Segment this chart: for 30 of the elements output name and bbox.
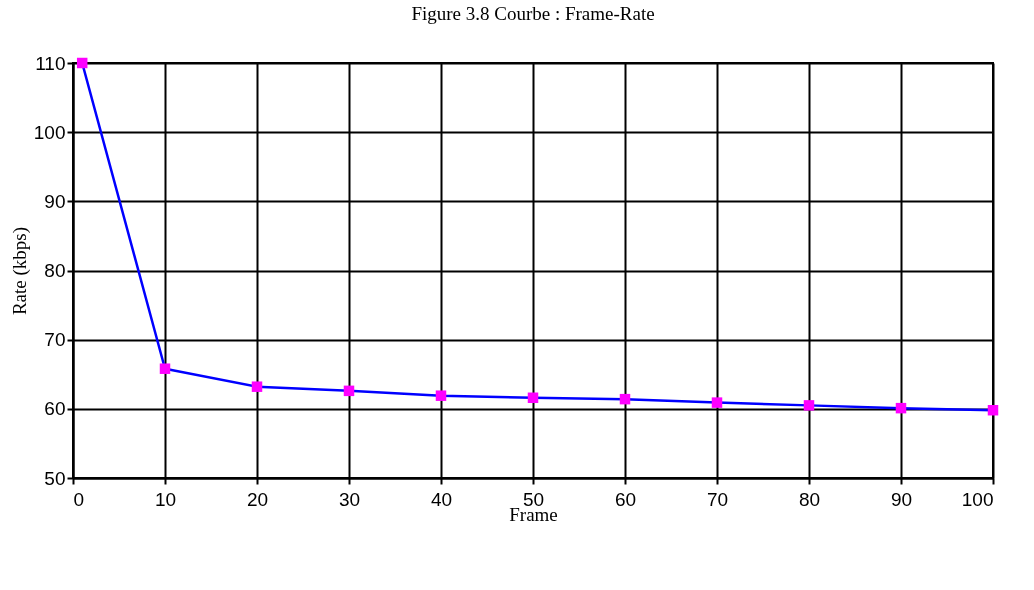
- point: [987, 404, 999, 416]
- point: [435, 390, 447, 401]
- y-tick-label: 80: [44, 260, 66, 281]
- x-tick-label: 100: [961, 488, 994, 510]
- point: [619, 393, 631, 405]
- point: [895, 402, 907, 414]
- x-tick-label: 90: [890, 488, 913, 510]
- y-tick-label: 90: [44, 190, 66, 212]
- chart-title: Figure 3.8 Courbe : Frame-Rate: [411, 3, 655, 24]
- x-tick-label: 40: [430, 488, 453, 510]
- point: [803, 400, 815, 411]
- y-axis-title: Rate (kbps): [8, 226, 31, 316]
- point: [251, 381, 263, 392]
- point: [527, 392, 539, 404]
- y-tick-label: 100: [33, 121, 66, 143]
- y-tick-label: 110: [35, 52, 66, 74]
- point: [711, 397, 723, 408]
- y-tick-label: 70: [44, 329, 66, 351]
- x-tick-label: 70: [706, 488, 729, 510]
- x-tick-label: 30: [338, 488, 361, 510]
- x-tick-label: 10: [154, 488, 177, 510]
- y-tick-label: 60: [44, 398, 66, 420]
- point: [159, 363, 171, 374]
- x-tick-label: 80: [798, 488, 821, 510]
- x-tick-label: 0: [73, 488, 85, 510]
- point: [343, 385, 355, 397]
- x-tick-label: 60: [614, 488, 637, 510]
- y-tick-label: 50: [44, 467, 66, 489]
- x-tick-label: 20: [246, 488, 269, 510]
- point: [76, 57, 88, 69]
